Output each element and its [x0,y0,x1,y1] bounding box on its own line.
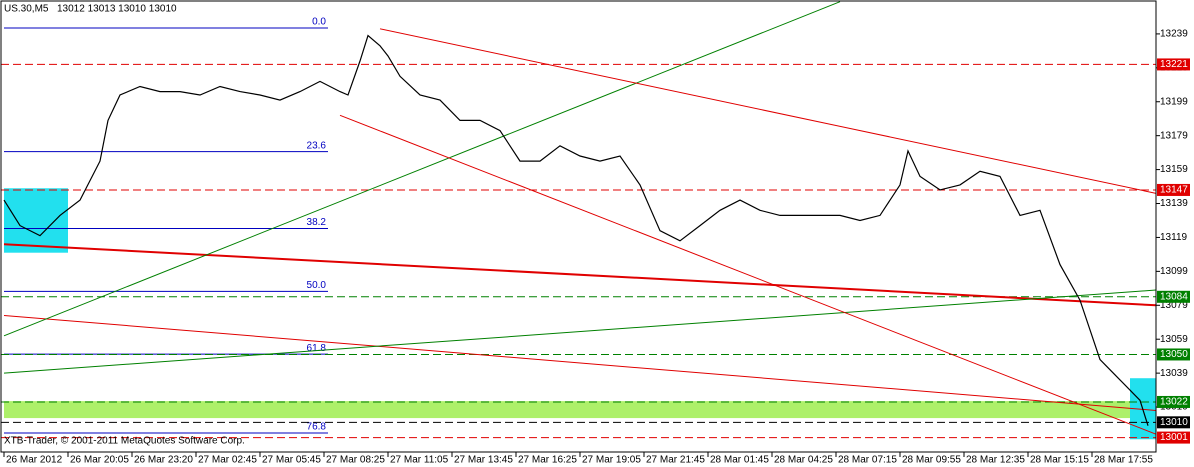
x-tick-label: 28 Mar 04:25 [774,455,833,466]
y-tick-label: 13059 [1160,334,1188,345]
y-tick-label: 13039 [1160,368,1188,379]
level-tag [1157,183,1190,196]
level-tag [1157,416,1190,429]
trend-line [3,243,1157,307]
chart-title: US.30,M5 [4,4,49,15]
y-tick-label: 13179 [1160,130,1188,141]
trend-line [3,1,841,337]
y-tick-label: 13239 [1160,29,1188,40]
level-label: 13010 [1160,417,1188,428]
fib-label: 0.0 [312,17,326,28]
x-tick-label: 26 Mar 23:20 [134,455,193,466]
zone [4,188,68,253]
level-label: 13084 [1160,291,1188,302]
zone [4,401,1156,419]
level-label: 13050 [1160,349,1188,360]
x-tick-label: 28 Mar 17:55 [1094,455,1153,466]
y-tick-label: 13099 [1160,266,1188,277]
watermark: XTB-Trader, © 2001-2011 MetaQuotes Softw… [4,436,245,447]
level-label: 13221 [1160,59,1188,70]
y-tick-label: 13199 [1160,96,1188,107]
fib-label: 61.8 [307,343,327,354]
fib-label: 50.0 [307,280,327,291]
level-label: 13147 [1160,185,1188,196]
quote: 13012 13013 13010 13010 [57,4,177,15]
plot-area: 0.0 23.6 38.2 50.0 61.8 76.8 [1,1,1157,440]
x-tick-label: 28 Mar 01:45 [710,455,769,466]
plot-frame [0,0,1157,453]
trend-line [3,314,1157,411]
x-tick-label: 27 Mar 02:45 [198,455,257,466]
y-tick-label: 13079 [1160,300,1188,311]
x-tick-label: 27 Mar 19:05 [582,455,641,466]
y-tick-label: 13119 [1160,232,1188,243]
trend-line [3,289,1157,374]
x-tick-label: 27 Mar 05:45 [262,455,321,466]
x-tick-label: 27 Mar 13:45 [454,455,513,466]
price-line [3,34,1149,426]
level-label: 13001 [1160,432,1188,443]
fib-label: 76.8 [307,422,327,433]
y-tick-label: 13159 [1160,164,1188,175]
x-tick-label: 27 Mar 08:25 [326,455,385,466]
trend-line [379,28,1157,194]
x-tick-label: 26 Mar 2012 [6,455,63,466]
x-tick-label: 28 Mar 12:35 [966,455,1025,466]
level-tag [1157,431,1190,444]
fib-label: 38.2 [307,217,327,228]
x-tick-label: 27 Mar 16:25 [518,455,577,466]
fib-label: 23.6 [307,140,327,151]
trend-line [339,114,1157,435]
x-tick-label: 28 Mar 15:15 [1030,455,1089,466]
level-tag [1157,290,1190,303]
x-tick-label: 28 Mar 07:15 [838,455,897,466]
x-tick-label: 26 Mar 20:05 [70,455,129,466]
x-tick-label: 28 Mar 09:55 [902,455,961,466]
level-tag [1157,58,1190,71]
level-tag [1157,395,1190,408]
level-tag [1157,348,1190,361]
y-tick-label: 13139 [1160,198,1188,209]
level-label: 13022 [1160,397,1188,408]
x-tick-label: 27 Mar 21:45 [646,455,705,466]
x-tick-label: 27 Mar 11:05 [390,455,449,466]
